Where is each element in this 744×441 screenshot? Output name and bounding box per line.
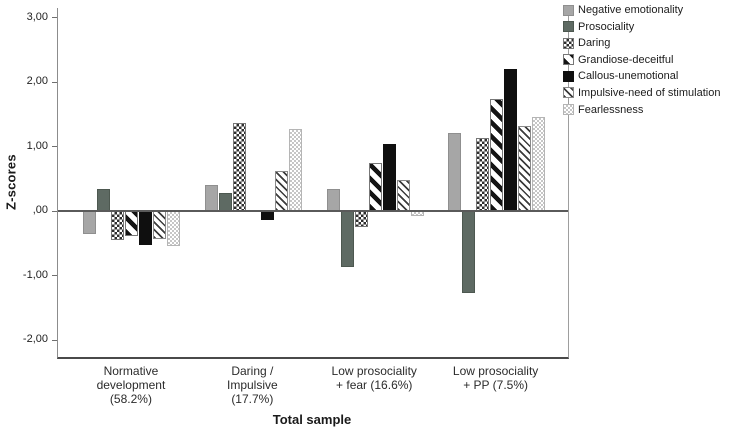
bar bbox=[382, 144, 396, 212]
bar bbox=[153, 211, 167, 239]
legend-label: Daring bbox=[578, 37, 611, 50]
legend-item: Negative emotionality bbox=[563, 4, 743, 16]
bar bbox=[111, 211, 125, 241]
bar bbox=[518, 126, 532, 212]
legend-label: Prosociality bbox=[578, 20, 635, 33]
y-tick-label: -2,00 bbox=[22, 333, 48, 346]
x-category-label-line: development bbox=[96, 378, 166, 392]
bar bbox=[490, 98, 504, 212]
x-axis-labels: Normative development (58.2%) Daring / Impul… bbox=[57, 362, 567, 408]
y-tick-mark bbox=[52, 210, 57, 212]
x-axis-title: Total sample bbox=[272, 412, 352, 427]
legend-item: Daring bbox=[563, 37, 743, 49]
diag-thick-swatch-icon bbox=[563, 54, 574, 66]
legend-item: Callous-unemotional bbox=[563, 70, 743, 82]
y-tick-mark bbox=[52, 275, 57, 277]
x-category-label-line: (17.7%) bbox=[231, 392, 274, 406]
bar bbox=[396, 180, 410, 212]
bar bbox=[368, 163, 382, 212]
bar bbox=[167, 211, 181, 247]
bar bbox=[476, 137, 490, 212]
bar bbox=[274, 171, 288, 212]
x-category-label: Low prosociality + fear (16.6%) bbox=[304, 364, 444, 392]
bar bbox=[532, 117, 546, 212]
bar bbox=[204, 185, 218, 212]
diag-thin-swatch-icon bbox=[563, 87, 574, 99]
y-tick-mark bbox=[52, 146, 57, 148]
x-category-label-line: Low prosociality bbox=[331, 364, 417, 378]
bar bbox=[504, 68, 518, 212]
x-category-label-line: Impulsive bbox=[226, 378, 278, 392]
x-category-label: Low prosociality + PP (7.5%) bbox=[426, 364, 566, 392]
plot-area bbox=[57, 8, 569, 359]
bar bbox=[125, 211, 139, 237]
bar bbox=[139, 211, 153, 246]
y-tick-label: ,00 bbox=[32, 204, 48, 217]
x-category-label-line: (58.2%) bbox=[109, 392, 152, 406]
legend-label: Fearlessness bbox=[578, 103, 644, 116]
y-tick-label: 3,00 bbox=[26, 10, 48, 23]
bar bbox=[218, 193, 232, 212]
checker-swatch-icon bbox=[563, 37, 574, 49]
y-tick-label: -1,00 bbox=[22, 268, 48, 281]
bar bbox=[288, 128, 302, 212]
legend-item: Fearlessness bbox=[563, 104, 743, 116]
y-tick-label: 2,00 bbox=[26, 75, 48, 88]
x-category-label-line: + PP (7.5%) bbox=[463, 378, 528, 392]
y-axis: 3,00 2,00 1,00 ,00 -1,00 -2,00 bbox=[0, 8, 57, 357]
dark-gray-swatch-icon bbox=[563, 21, 574, 33]
light-gray-swatch-icon bbox=[563, 4, 574, 16]
bar bbox=[354, 211, 368, 227]
x-category-label-line: + fear (16.6%) bbox=[336, 378, 413, 392]
bar bbox=[97, 189, 111, 212]
bar bbox=[260, 211, 274, 220]
y-tick-mark bbox=[52, 17, 57, 19]
legend-item: Prosociality bbox=[563, 21, 743, 33]
x-category-label-line: Low prosociality bbox=[452, 364, 539, 378]
bar bbox=[448, 132, 462, 212]
bar bbox=[232, 122, 246, 212]
y-tick-mark bbox=[52, 339, 57, 341]
zero-line bbox=[58, 210, 568, 213]
y-tick-label: 1,00 bbox=[26, 139, 48, 152]
legend: Negative emotionality Prosociality Daring G… bbox=[563, 4, 743, 120]
bar bbox=[462, 211, 476, 294]
x-category-label: Normative development (58.2%) bbox=[61, 364, 201, 406]
bar bbox=[326, 188, 340, 212]
x-category-label-line: Daring / bbox=[231, 364, 274, 378]
bar bbox=[340, 211, 354, 268]
legend-label: Callous-unemotional bbox=[578, 70, 679, 83]
legend-item: Grandiose-deceitful bbox=[563, 54, 743, 66]
bar bbox=[83, 211, 97, 235]
black-swatch-icon bbox=[563, 70, 574, 82]
legend-label: Negative emotionality bbox=[578, 4, 684, 16]
x-category-label-line: Normative bbox=[103, 364, 159, 378]
light-checker-swatch-icon bbox=[563, 104, 574, 116]
x-category-label: Daring / Impulsive (17.7%) bbox=[182, 364, 322, 406]
y-tick-mark bbox=[52, 81, 57, 83]
legend-label: Impulsive-need of stimulation bbox=[578, 86, 721, 99]
legend-item: Impulsive-need of stimulation bbox=[563, 87, 743, 99]
legend-label: Grandiose-deceitful bbox=[578, 53, 674, 66]
